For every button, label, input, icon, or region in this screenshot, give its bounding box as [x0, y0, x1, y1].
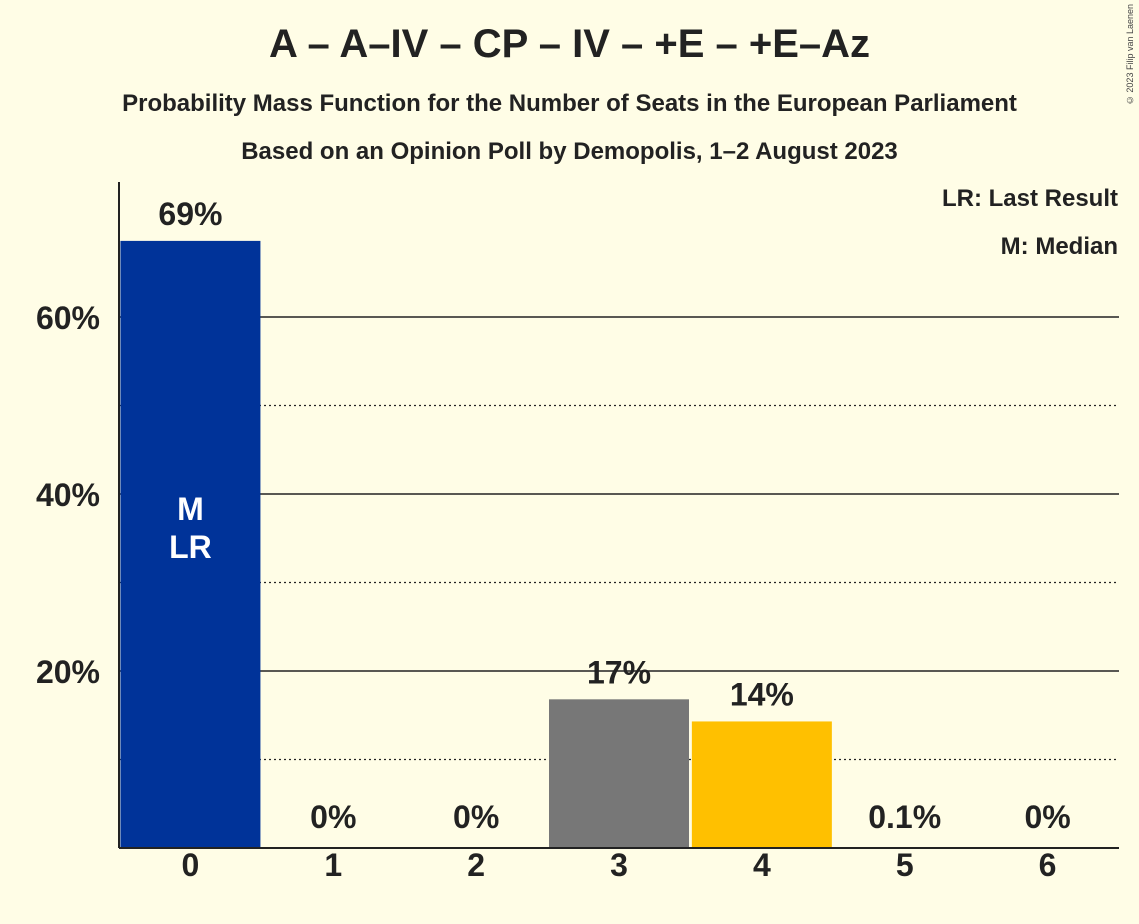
last-result-marker: LR — [169, 529, 212, 565]
y-tick-label: 40% — [36, 477, 100, 513]
y-tick-label: 60% — [36, 300, 100, 336]
value-label-2: 0% — [453, 799, 499, 835]
legend-last-result: LR: Last Result — [941, 185, 1118, 212]
x-tick-label: 1 — [324, 847, 342, 883]
bar-seats-4 — [691, 721, 832, 848]
chart-title: A – A–IV – CP – IV – +E – +E–Az — [268, 22, 871, 66]
value-label-0: 69% — [158, 196, 222, 232]
legend-median: M: Median — [1000, 233, 1118, 260]
value-label-6: 0% — [1024, 799, 1070, 835]
x-tick-label: 6 — [1039, 847, 1057, 883]
value-label-1: 0% — [310, 799, 356, 835]
chart-subtitle: Probability Mass Function for the Number… — [122, 90, 1017, 117]
x-tick-label: 5 — [896, 847, 914, 883]
bar-seats-0 — [120, 240, 261, 848]
x-tick-label: 0 — [182, 847, 200, 883]
y-tick-label: 20% — [36, 654, 100, 690]
chart-subtitle-source: Based on an Opinion Poll by Demopolis, 1… — [241, 138, 898, 165]
x-tick-label: 4 — [753, 847, 771, 883]
median-marker: M — [177, 491, 204, 527]
x-tick-label: 2 — [467, 847, 485, 883]
bar-seats-3 — [549, 699, 689, 848]
value-label-4: 14% — [730, 676, 794, 712]
x-tick-label: 3 — [610, 847, 628, 883]
value-label-3: 17% — [587, 654, 651, 690]
value-label-5: 0.1% — [868, 799, 941, 835]
